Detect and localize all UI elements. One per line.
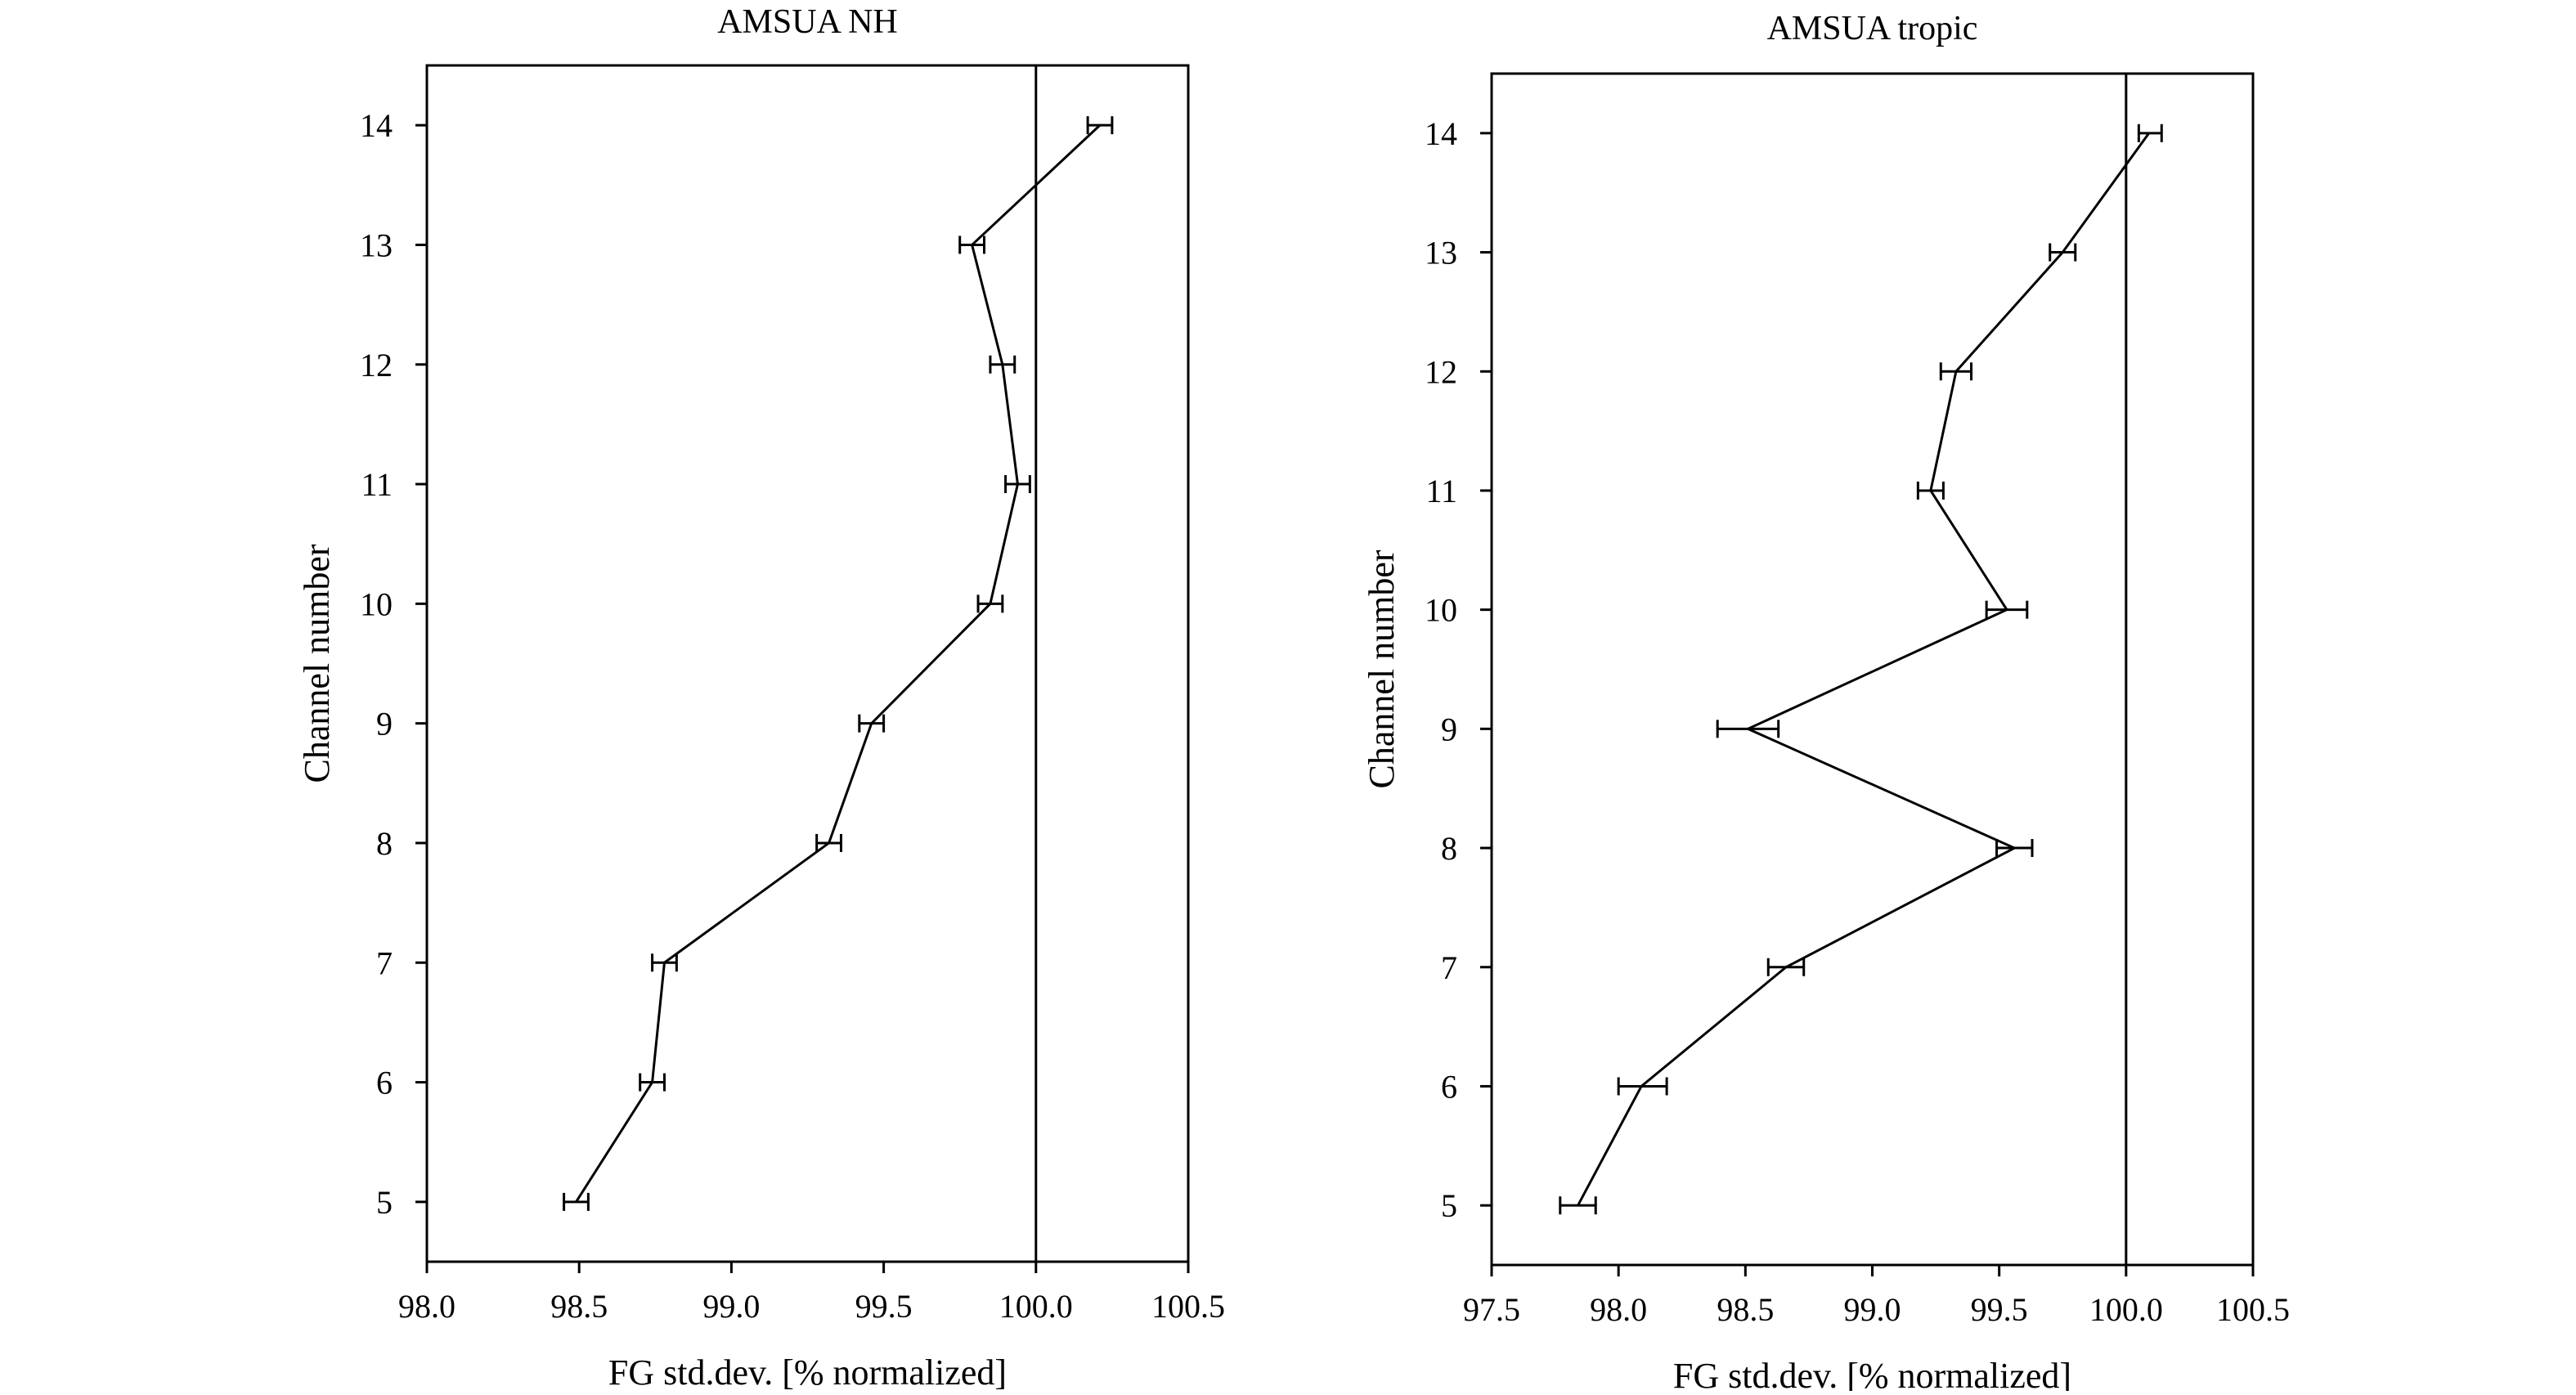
error-bar (2137, 123, 2163, 142)
y-tick-label: 8 (1441, 830, 1457, 867)
error-bar (1086, 116, 1114, 135)
error-bar (1985, 600, 2029, 619)
series (1559, 123, 2163, 1215)
error-bar (858, 714, 886, 733)
y-tick-label: 5 (376, 1184, 393, 1221)
error-bar (1716, 720, 1780, 738)
y-ticks: 5 6 7 8 9 10 11 12 13 14 (360, 107, 427, 1221)
x-tick-label: 100.0 (2089, 1291, 2163, 1328)
error-bar (1559, 1196, 1597, 1215)
error-bar (1939, 362, 1973, 381)
y-tick-label: 10 (1425, 592, 1457, 629)
error-bar (958, 235, 985, 254)
y-tick-label: 8 (376, 825, 393, 862)
error-bar (563, 1192, 590, 1211)
panel-amsua-tropic: AMSUA tropic 5 6 7 8 9 10 11 12 13 14 97.5 98.0 98.… (1362, 10, 2290, 1395)
x-tick-label: 98.0 (1590, 1291, 1647, 1328)
y-tick-label: 9 (1441, 711, 1457, 747)
y-tick-label: 7 (376, 944, 393, 981)
y-tick-label: 5 (1441, 1187, 1457, 1224)
error-bar (1995, 839, 2034, 858)
y-axis-label: Channel number (297, 544, 337, 783)
plot-frame (1490, 72, 2255, 1267)
x-tick-label: 99.5 (1971, 1291, 2028, 1328)
x-ticks: 98.0 98.5 99.0 99.5 100.0 100.5 (398, 1262, 1225, 1325)
x-axis-label: FG std.dev. [% normalized] (608, 1352, 1007, 1391)
error-bar (1004, 475, 1031, 494)
x-tick-label: 99.0 (702, 1288, 760, 1325)
series-line (575, 124, 1102, 1203)
y-tick-label: 13 (360, 227, 393, 263)
y-tick-label: 13 (1425, 235, 1457, 271)
error-bar (639, 1073, 666, 1092)
y-tick-label: 9 (376, 706, 393, 742)
x-tick-label: 100.5 (1151, 1288, 1225, 1325)
y-tick-label: 12 (1425, 353, 1457, 390)
y-tick-label: 7 (1441, 949, 1457, 986)
error-bar (976, 594, 1004, 613)
x-tick-label: 98.0 (398, 1288, 456, 1325)
x-ticks: 97.5 98.0 98.5 99.0 99.5 100.0 100.5 (1463, 1265, 2290, 1328)
x-tick-label: 99.0 (1844, 1291, 1901, 1328)
panel-title: AMSUA tropic (1767, 10, 1978, 47)
x-tick-label: 99.5 (855, 1288, 913, 1325)
error-bar (989, 355, 1016, 374)
x-tick-label: 100.0 (999, 1288, 1073, 1325)
x-tick-label: 97.5 (1463, 1291, 1520, 1328)
y-tick-label: 12 (360, 347, 393, 384)
error-bar (1916, 481, 1945, 500)
x-tick-label: 98.5 (550, 1288, 608, 1325)
panel-amsua-nh: AMSUA NH 5 6 7 8 9 10 11 12 13 14 98.0 98.5 99.0 99.… (297, 3, 1225, 1393)
x-tick-label: 100.5 (2216, 1291, 2290, 1328)
y-tick-label: 14 (1425, 115, 1457, 152)
series (563, 116, 1114, 1211)
error-bar (1617, 1077, 1668, 1096)
y-tick-label: 6 (376, 1065, 393, 1101)
y-axis-label: Channel number (1362, 549, 1402, 788)
panel-title: AMSUA NH (717, 3, 898, 41)
y-tick-label: 11 (1425, 473, 1457, 509)
y-tick-label: 14 (360, 107, 393, 144)
error-bar (815, 833, 842, 852)
y-tick-label: 11 (361, 466, 393, 503)
y-tick-label: 6 (1441, 1068, 1457, 1105)
x-axis-label: FG std.dev. [% normalized] (1673, 1356, 2071, 1391)
plot-frame (425, 64, 1190, 1263)
series-line (1577, 132, 2150, 1206)
error-bar (1766, 958, 1806, 976)
error-bar (651, 953, 678, 972)
x-tick-label: 98.5 (1717, 1291, 1774, 1328)
y-ticks: 5 6 7 8 9 10 11 12 13 14 (1425, 115, 1492, 1224)
error-bar (2049, 243, 2077, 262)
y-tick-label: 10 (360, 585, 393, 622)
